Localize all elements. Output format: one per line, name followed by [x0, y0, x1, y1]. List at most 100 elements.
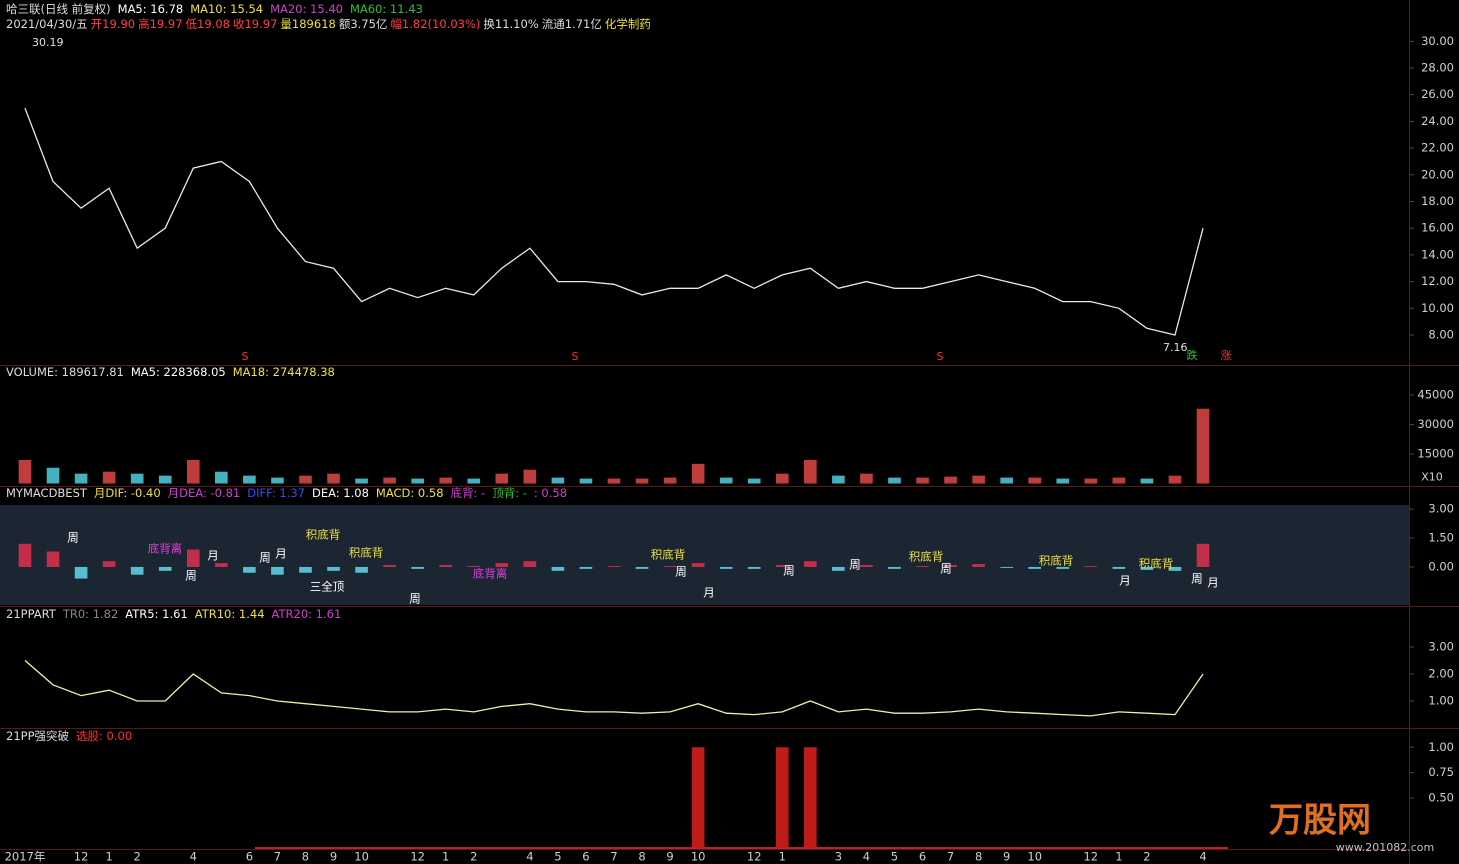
- bar: [130, 566, 144, 575]
- bar: [1168, 566, 1182, 571]
- bar: [944, 476, 957, 484]
- bar: [1084, 478, 1098, 484]
- x-tick-label: 7: [947, 850, 954, 864]
- bar: [523, 561, 537, 567]
- signal-annotation: 周: [1191, 572, 1203, 586]
- x-tick-label: 5: [891, 850, 898, 864]
- signal-annotation: 周: [67, 531, 79, 545]
- y-tick-label: 22.00: [1421, 141, 1454, 155]
- bar: [355, 478, 368, 484]
- signal-marker: 跌: [1187, 348, 1198, 362]
- indicator: MA5: 16.78: [117, 2, 184, 16]
- bar: [243, 475, 256, 484]
- y-tick-label: 45000: [1417, 387, 1454, 401]
- x-tick-label: 2: [1143, 850, 1150, 864]
- x-tick-label: 8: [975, 850, 982, 864]
- bar: [1084, 566, 1098, 567]
- y-tick-label: 30.00: [1421, 34, 1454, 48]
- series-line: [24, 660, 1204, 717]
- bar: [1000, 566, 1013, 568]
- x-tick-label: 10: [691, 850, 706, 864]
- bar: [1140, 566, 1154, 570]
- x-tick-label: 6: [919, 850, 926, 864]
- bar: [747, 478, 761, 484]
- bar: [916, 477, 929, 484]
- x-tick-label: 4: [190, 850, 197, 864]
- bar: [243, 566, 256, 573]
- x-tick-label: 7: [274, 850, 281, 864]
- panel-title: 哈三联(日线 前复权): [6, 2, 111, 16]
- quote-info: 低19.08: [185, 17, 230, 31]
- bar: [327, 566, 340, 571]
- bar: [1112, 477, 1126, 484]
- panel-title: 21PP强突破: [6, 729, 70, 743]
- panel-header: 2021/04/30/五 开19.90 高19.97 低19.08 收19.97 量189…: [6, 17, 651, 31]
- panel-header: VOLUME: 189617.81 MA5: 228368.05 MA18: 274…: [6, 365, 335, 379]
- x-tick-label: 7: [610, 850, 617, 864]
- panel-header: 哈三联(日线 前复权) MA5: 16.78 MA10: 15.54 MA20: 15…: [6, 2, 423, 16]
- signal-annotation: 周: [259, 551, 271, 565]
- signal-marker: S: [242, 350, 249, 363]
- bar: [383, 565, 396, 567]
- bar: [411, 566, 424, 569]
- bar: [775, 747, 789, 849]
- signal-annotation: 底背离: [148, 542, 183, 556]
- x-tick-label: 12: [74, 850, 89, 864]
- x-tick-label: 5: [554, 850, 561, 864]
- x-tick-label: 6: [246, 850, 253, 864]
- bar: [832, 566, 845, 571]
- quote-info: 开19.90: [90, 17, 136, 31]
- bar: [18, 459, 32, 484]
- bar: [18, 543, 32, 567]
- bar: [635, 478, 649, 484]
- quote-info: 换11.10%: [483, 17, 539, 31]
- bar: [551, 477, 565, 484]
- bar: [495, 473, 509, 484]
- x-tick-label: 2017年: [5, 850, 46, 864]
- quote-info: 量189618: [280, 17, 336, 31]
- bar: [804, 747, 817, 849]
- signal-annotation: 月: [1119, 574, 1131, 588]
- bar: [215, 471, 228, 484]
- bar: [860, 473, 873, 484]
- bar: [215, 563, 228, 567]
- y-tick-label: 3.00: [1428, 639, 1454, 653]
- y-tick-label: 28.00: [1421, 61, 1454, 75]
- signal-annotation: 积底背: [306, 528, 341, 542]
- y-tick-label: 3.00: [1428, 502, 1454, 516]
- panel-title: VOLUME: 189617.81: [6, 365, 124, 379]
- bar: [719, 477, 733, 484]
- bar: [158, 475, 172, 484]
- y-tick-label: 1.50: [1428, 531, 1454, 545]
- x-tick-label: 2: [134, 850, 141, 864]
- indicator: MA20: 15.40: [270, 2, 343, 16]
- signal-annotation: 积底背: [909, 550, 944, 564]
- bar: [186, 459, 200, 484]
- panel-header: MYMACDBEST 月DIF: -0.40 月DEA: -0.81 DIFF: 1.…: [6, 486, 567, 500]
- panel-header: 21PP强突破 选股: 0.00: [6, 729, 132, 743]
- x-tick-label: 1: [105, 850, 112, 864]
- bar: [1056, 478, 1070, 484]
- bar: [1140, 478, 1154, 484]
- bar: [607, 478, 621, 484]
- bar: [832, 475, 845, 484]
- bar: [1000, 477, 1013, 484]
- bar: [972, 564, 985, 567]
- x-tick-label: 9: [1003, 850, 1010, 864]
- signal-annotation: 底背离: [473, 567, 508, 581]
- bar: [804, 459, 817, 484]
- indicator: DIFF: 1.37: [247, 486, 305, 500]
- indicator: ATR10: 1.44: [194, 607, 265, 621]
- quote-info: 高19.97: [138, 17, 183, 31]
- watermark-url: www.201082.com: [1336, 841, 1434, 854]
- macd-background: [0, 505, 1409, 605]
- bar: [691, 463, 705, 484]
- x-tick-label: 1: [442, 850, 449, 864]
- bar: [719, 566, 733, 569]
- bar: [186, 549, 200, 567]
- signal-annotation: 三全顶: [310, 580, 345, 594]
- x-tick-label: 6: [582, 850, 589, 864]
- indicator: TR0: 1.82: [62, 607, 119, 621]
- bar: [1028, 566, 1042, 569]
- bar: [495, 563, 509, 567]
